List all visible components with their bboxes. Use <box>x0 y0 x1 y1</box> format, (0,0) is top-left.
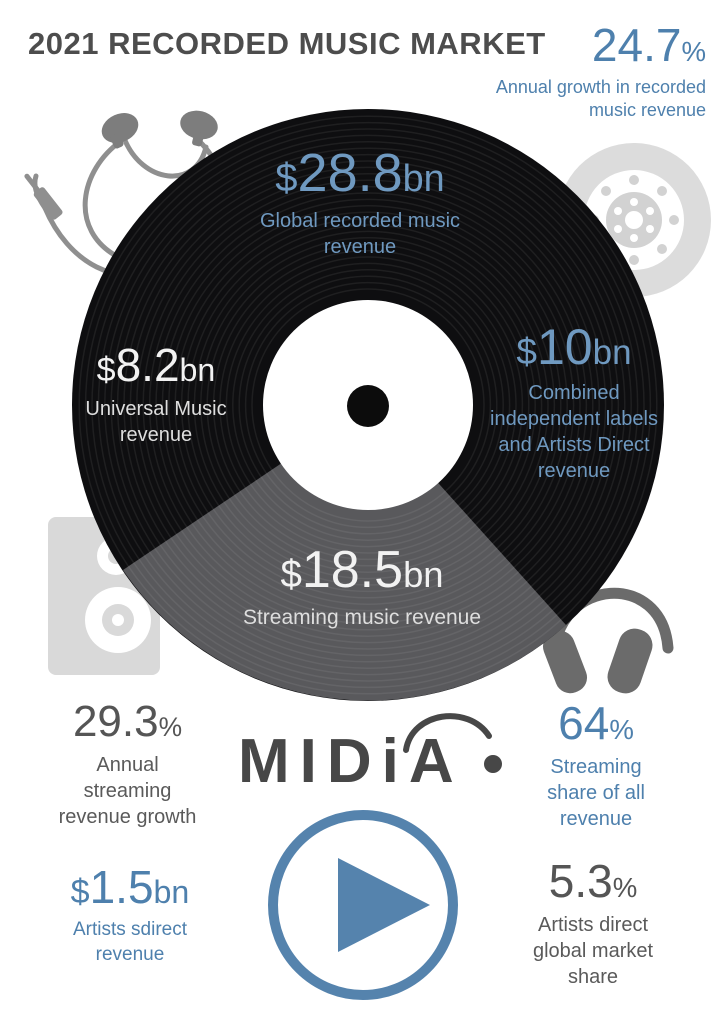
stat-streaming-share: 64% Streaming share of all revenue <box>547 697 645 830</box>
midia-logo: MIDiA <box>238 713 502 795</box>
stat-artists-direct-revenue: $1.5bn Artists sdirect revenue <box>70 861 190 965</box>
stat-annual-growth: 24.7% Annual growth in recorded music re… <box>495 19 706 121</box>
vinyl-record <box>72 109 664 701</box>
record-grooves <box>78 115 658 695</box>
stat-streaming-revenue: $18.5bn Streaming music revenue <box>242 541 482 629</box>
stat-universal-revenue: $8.2bn Universal Music revenue <box>85 339 227 446</box>
stat-independent-revenue: $10bn Combined independent labels and Ar… <box>490 319 658 482</box>
stat-streaming-growth: 29.3% Annual streaming revenue growth <box>58 697 197 829</box>
midia-logo-dot <box>484 755 502 773</box>
record-hole <box>347 385 389 427</box>
stat-artists-direct-share: 5.3% Artists direct global market share <box>532 855 654 988</box>
midia-logo-arc <box>403 713 492 753</box>
page-title: 2021 RECORDED MUSIC MARKET <box>28 26 546 61</box>
headphones-icon <box>542 587 674 694</box>
stat-global-revenue: $28.8bn Global recorded music revenue <box>259 143 461 258</box>
play-icon <box>268 810 458 1000</box>
midia-logo-text: MIDiA <box>238 727 464 795</box>
streaming-wedge <box>123 405 566 701</box>
